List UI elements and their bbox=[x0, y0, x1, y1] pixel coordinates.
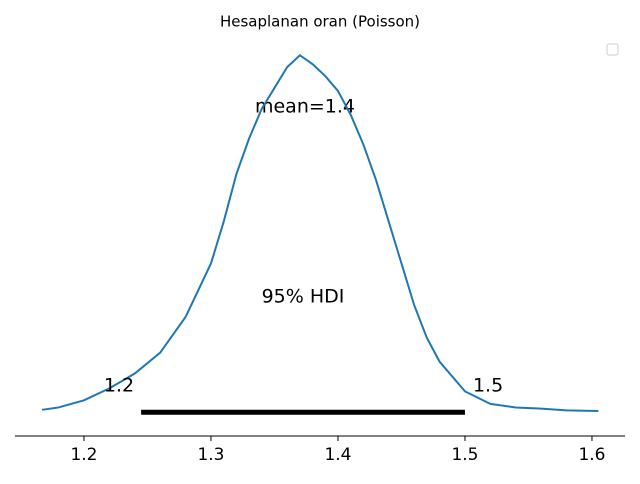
hdi-low-label: 1.2 bbox=[104, 375, 134, 397]
legend-box bbox=[606, 43, 619, 56]
chart-title: Hesaplanan oran (Poisson) bbox=[220, 13, 420, 31]
density-line bbox=[41, 53, 599, 413]
x-tick-label: 1.3 bbox=[197, 445, 224, 465]
hdi-label: 95% HDI bbox=[262, 286, 345, 308]
x-tick-label: 1.4 bbox=[324, 445, 351, 465]
x-tick-label: 1.5 bbox=[451, 445, 478, 465]
x-tick-label: 1.2 bbox=[70, 445, 97, 465]
hdi-high-label: 1.5 bbox=[473, 375, 503, 397]
mean-label: mean=1.4 bbox=[255, 96, 355, 118]
x-tick-label: 1.6 bbox=[578, 445, 605, 465]
